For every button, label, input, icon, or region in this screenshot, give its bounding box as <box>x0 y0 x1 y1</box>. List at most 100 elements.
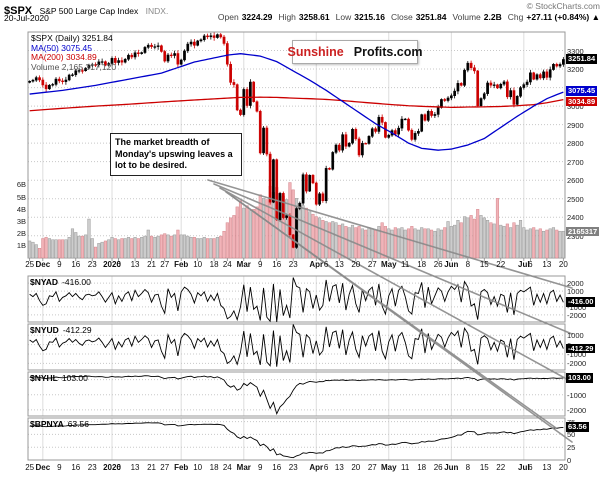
logo-sunshine-text: Sunshine <box>287 45 344 59</box>
x-axis-label: 9 <box>258 260 263 269</box>
price-axis-tick: 2300 <box>567 231 584 241</box>
indicator-axis-tick: 75 <box>567 418 575 427</box>
volume-axis-tick: 2B <box>16 229 26 239</box>
quote-bar: Open 3224.29 High 3258.61 Low 3215.16 Close 325… <box>212 12 600 22</box>
price-axis-tick: 2800 <box>567 139 584 149</box>
x-axis-label: 2020 <box>103 463 121 472</box>
x-axis-label: 8 <box>465 463 471 472</box>
volume-axis-tick: 6B <box>16 180 26 190</box>
x-axis-label: 11 <box>401 260 410 269</box>
x-axis-label: 23 <box>87 463 97 472</box>
x-axis-label: Jul <box>518 260 530 269</box>
indicator-axis-tick: -2000 <box>567 405 587 415</box>
x-axis-label: 13 <box>542 463 552 472</box>
x-axis-label: 9 <box>57 260 62 269</box>
indicator-axis-tick: 50 <box>567 430 576 440</box>
x-axis-label: 8 <box>465 260 471 269</box>
x-axis-label: 24 <box>222 260 232 269</box>
x-axis-label: 20 <box>558 260 568 269</box>
chart-header: $SPX S&P 500 Large Cap Index INDX. <box>4 1 168 19</box>
price-axis-tick: 3300 <box>567 46 584 56</box>
x-axis-label: Dec <box>35 260 51 269</box>
indicator-value: 103.00 <box>61 373 88 383</box>
quote-value: +27.11 (+0.84%) ▲ <box>526 12 600 22</box>
symbol-label: $SPX <box>4 5 33 17</box>
x-axis-label: 9 <box>258 463 263 472</box>
indicator-axis-tick: 0 <box>567 456 572 465</box>
quote-value: 2.2B <box>483 12 502 22</box>
x-axis-label: Apr <box>309 463 324 472</box>
symbol-name: S&P 500 Large Cap Index <box>39 6 139 16</box>
x-axis-label: 6 <box>528 463 533 472</box>
x-axis-label: 18 <box>417 260 427 269</box>
price-axis-tick: 2500 <box>567 194 584 204</box>
x-axis-label: 23 <box>288 463 298 472</box>
x-axis-label: 13 <box>130 260 140 269</box>
x-axis-label: Jun <box>444 463 459 472</box>
annotation-box: The market breadth of Monday's upswing l… <box>110 133 242 176</box>
quote-label: High <box>278 12 296 22</box>
volume-axis-tick: 4B <box>16 204 26 214</box>
indicator-symbol: $NYUD <box>30 325 59 335</box>
indicator-value-box: 63.56 <box>566 422 589 432</box>
x-axis-label: Mar <box>236 260 251 269</box>
panel-title-bpnya: $BPNYA 63.56 <box>30 419 89 429</box>
x-axis-label: 9 <box>57 463 62 472</box>
price-axis-tick: 2900 <box>567 120 584 130</box>
quote-label: Open <box>217 12 239 22</box>
volume-axis-tick: 5B <box>16 192 26 202</box>
x-axis-label: Mar <box>236 463 251 472</box>
legend-entry: Volume 2,165,317,120 <box>31 61 117 72</box>
volume-value-box: 2165317 <box>566 226 600 237</box>
x-axis-label: 18 <box>417 463 427 472</box>
x-axis-label: 6 <box>116 463 121 472</box>
indicator-axis-tick: 1000 <box>567 287 584 297</box>
indicator-axis-tick: -2000 <box>567 359 587 369</box>
price-axis-tick: 2400 <box>567 213 584 223</box>
indicator-axis-tick: -1000 <box>567 350 587 360</box>
indicator-value: -416.00 <box>62 277 91 287</box>
panel-title-nyud: $NYUD -412.29 <box>30 325 92 335</box>
quote-label: Volume <box>452 12 481 22</box>
indicator-symbol: $NYHL <box>30 373 58 383</box>
quote-value: 3258.61 <box>298 12 330 22</box>
x-axis-label: 13 <box>542 260 552 269</box>
volume-axis-tick: 1B <box>16 241 26 251</box>
x-axis-label: 10 <box>193 463 203 472</box>
price-axis-tick: 2600 <box>567 176 584 186</box>
indicator-symbol: $NYAD <box>30 277 59 287</box>
x-axis-label: 18 <box>209 260 219 269</box>
x-axis-label: 22 <box>496 463 506 472</box>
indicator-axis-tick: 25 <box>567 443 576 453</box>
x-axis-label: Dec <box>35 463 51 472</box>
legend-entry: MA(200) 3034.89 <box>31 52 97 62</box>
sunshine-profits-logo: Sunshine Profits.com <box>287 40 423 64</box>
x-axis-label: 6 <box>528 260 533 269</box>
x-axis-label: 24 <box>222 463 232 472</box>
price-axis-tick: 3000 <box>567 102 584 112</box>
chart-legend: $SPX (Daily) 3251.84 MA(50) 3075.45 MA(200… <box>31 33 117 72</box>
x-axis-label: 21 <box>147 463 156 472</box>
indicator-value-box: -416.00 <box>566 297 596 307</box>
x-axis-label: 26 <box>433 463 443 472</box>
legend-entry: MA(50) 3075.45 <box>31 42 92 53</box>
quote-label: Chg <box>507 12 524 22</box>
x-axis-label: 26 <box>433 260 443 269</box>
indicator-value: 63.56 <box>67 419 89 429</box>
indicator-axis-tick: 2000 <box>567 279 584 289</box>
x-axis-label: 15 <box>479 260 489 269</box>
x-axis-label: 16 <box>272 463 282 472</box>
chart-date: 20-Jul-2020 <box>4 13 49 23</box>
x-axis-label: 18 <box>209 463 219 472</box>
x-axis-label: 20 <box>558 463 568 472</box>
x-axis-label: 27 <box>160 463 170 472</box>
indicator-axis-tick: -2000 <box>567 310 587 320</box>
copyright-notice: © StockCharts.com <box>526 1 600 11</box>
x-axis-label: 6 <box>323 463 329 472</box>
x-axis-label: 16 <box>71 260 81 269</box>
exchange-label: INDX. <box>145 6 169 16</box>
legend-entry: $SPX (Daily) 3251.84 <box>31 33 113 43</box>
price-axis-tick: 2700 <box>567 157 584 167</box>
